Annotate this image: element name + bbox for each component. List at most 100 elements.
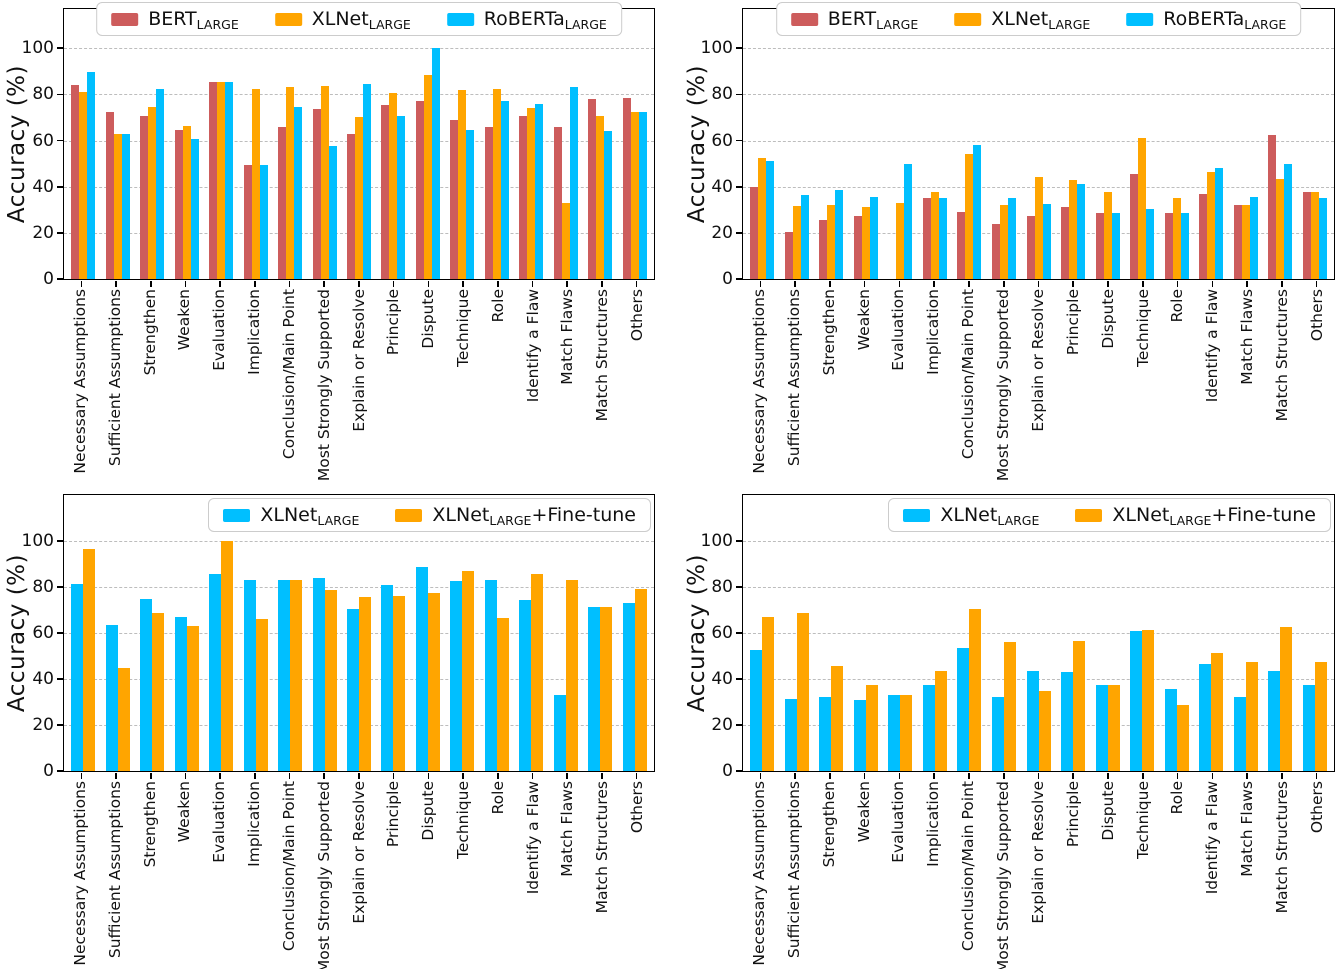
- bar-RoBERTa_LARGE: [1042, 204, 1051, 279]
- x-label-cell: Role: [481, 289, 516, 477]
- y-tick-label: 100: [21, 531, 54, 551]
- x-tick-label: Match Structures: [593, 289, 612, 422]
- bar-XLNet_LARGE: [174, 616, 187, 771]
- y-tick-mark: [57, 724, 64, 726]
- bar-RoBERTa_LARGE: [604, 131, 613, 279]
- bar-XLNet_LARGE: [561, 202, 570, 279]
- x-tick-mark: [794, 772, 796, 779]
- x-label-cell: Identify a Flaw: [516, 781, 551, 967]
- x-label-cell: Match Structures: [1265, 781, 1300, 967]
- x-label-cell: Sufficient Assumptions: [777, 781, 812, 967]
- x-tick-label: Others: [1307, 781, 1326, 834]
- x-label-cell: Others: [620, 289, 655, 477]
- bar-group: [135, 9, 169, 279]
- bar-group: [1056, 495, 1091, 771]
- legend-swatch: [111, 12, 139, 26]
- bar-group: [1056, 9, 1091, 279]
- bar-group: [238, 9, 272, 279]
- bar-groups: [64, 9, 654, 279]
- y-tick-label: 100: [700, 531, 733, 551]
- bar-XLNet_LARGE+Fine-tune: [600, 606, 613, 771]
- bar-group: [376, 9, 410, 279]
- x-tick-mark: [1072, 772, 1075, 779]
- x-tick-label: Identify a Flaw: [523, 781, 542, 895]
- x-tick-mark: [1037, 772, 1040, 779]
- bar-XLNet_LARGE: [784, 698, 797, 771]
- legend-swatch: [903, 508, 931, 522]
- y-tick-label: 40: [32, 176, 54, 197]
- x-tick-mark: [254, 772, 256, 779]
- x-tick-mark: [288, 280, 291, 287]
- bar-XLNet_LARGE+Fine-tune: [152, 613, 165, 771]
- bar-BERT_LARGE: [209, 81, 218, 279]
- subplot-top-right: Accuracy (%) BERTLARGE XLNetLARGE RoBERTaL…: [670, 0, 1340, 481]
- bar-RoBERTa_LARGE: [87, 72, 96, 279]
- bar-BERT_LARGE: [1233, 205, 1242, 279]
- bar-BERT_LARGE: [312, 109, 321, 279]
- x-label-cell: Match Flaws: [551, 781, 586, 967]
- bar-XLNet_LARGE+Fine-tune: [900, 695, 913, 771]
- x-label-cell: Match Flaws: [1230, 289, 1265, 477]
- bar-group: [411, 9, 445, 279]
- bar-XLNet_LARGE: [423, 74, 432, 279]
- x-tick-label: Most Strongly Supported: [314, 289, 333, 482]
- bar-XLNet_LARGE: [758, 157, 767, 279]
- x-tick-label: Principle: [1063, 781, 1082, 848]
- y-tick-label: 60: [32, 130, 54, 151]
- bar-group: [411, 495, 445, 771]
- x-tick-mark: [184, 280, 187, 287]
- x-tick-label: Role: [488, 289, 507, 323]
- y-tick-mark: [57, 770, 64, 772]
- y-tick-label: 40: [711, 176, 733, 197]
- bar-XLNet_LARGE: [1199, 664, 1212, 771]
- bar-XLNet_LARGE+Fine-tune: [83, 549, 96, 771]
- gridline: [64, 48, 654, 50]
- bar-XLNet_LARGE: [346, 608, 359, 771]
- x-tick-label: Strengthen: [140, 781, 159, 868]
- bar-BERT_LARGE: [105, 111, 114, 279]
- y-tick-label: 20: [32, 222, 54, 243]
- y-tick-label: 100: [700, 38, 733, 59]
- bar-group: [583, 495, 617, 771]
- bar-RoBERTa_LARGE: [835, 190, 844, 279]
- bar-XLNet_LARGE+Fine-tune: [324, 590, 337, 771]
- bar-RoBERTa_LARGE: [466, 130, 475, 279]
- legend-swatch: [790, 12, 818, 26]
- x-tick-mark: [1176, 280, 1179, 287]
- subplot-bottom-left: Accuracy (%) XLNetLARGE XLNetLARGE+Fine-t…: [0, 480, 670, 969]
- x-label-cell: Conclusion/Main Point: [951, 781, 986, 967]
- x-label-cell: Necessary Assumptions: [742, 781, 777, 967]
- y-tick-label: 40: [32, 669, 54, 690]
- legend: XLNetLARGE XLNetLARGE+Fine-tune: [208, 498, 651, 532]
- bar-XLNet_LARGE: [458, 89, 467, 279]
- x-tick-label: Weaken: [175, 289, 194, 351]
- bar-RoBERTa_LARGE: [190, 139, 199, 279]
- x-tick-label: Explain or Resolve: [349, 781, 368, 924]
- bar-XLNet_LARGE+Fine-tune: [934, 670, 947, 771]
- x-tick-label: Conclusion/Main Point: [959, 289, 978, 460]
- y-tick-mark: [57, 185, 64, 188]
- y-tick-label: 0: [722, 269, 733, 289]
- bar-XLNet_LARGE: [1034, 177, 1043, 279]
- x-label-cell: Principle: [376, 289, 411, 477]
- x-tick-mark: [794, 280, 796, 287]
- bar-group: [1159, 495, 1194, 771]
- x-label-cell: Match Structures: [585, 781, 620, 967]
- bar-BERT_LARGE: [278, 126, 287, 279]
- bar-group: [780, 495, 815, 771]
- x-tick-label: Conclusion/Main Point: [279, 289, 298, 460]
- bar-XLNet_LARGE: [71, 583, 84, 771]
- y-tick-mark: [736, 232, 743, 234]
- y-tick-mark: [57, 278, 64, 280]
- bar-BERT_LARGE: [1095, 213, 1104, 279]
- x-label-cell: Implication: [916, 289, 951, 477]
- x-label-cell: Implication: [237, 289, 272, 477]
- gridline: [64, 94, 654, 96]
- x-tick-mark: [219, 772, 221, 779]
- bar-RoBERTa_LARGE: [500, 101, 509, 279]
- x-tick-mark: [898, 772, 901, 779]
- bar-group: [273, 495, 307, 771]
- bar-RoBERTa_LARGE: [121, 133, 130, 279]
- bar-BERT_LARGE: [381, 104, 390, 279]
